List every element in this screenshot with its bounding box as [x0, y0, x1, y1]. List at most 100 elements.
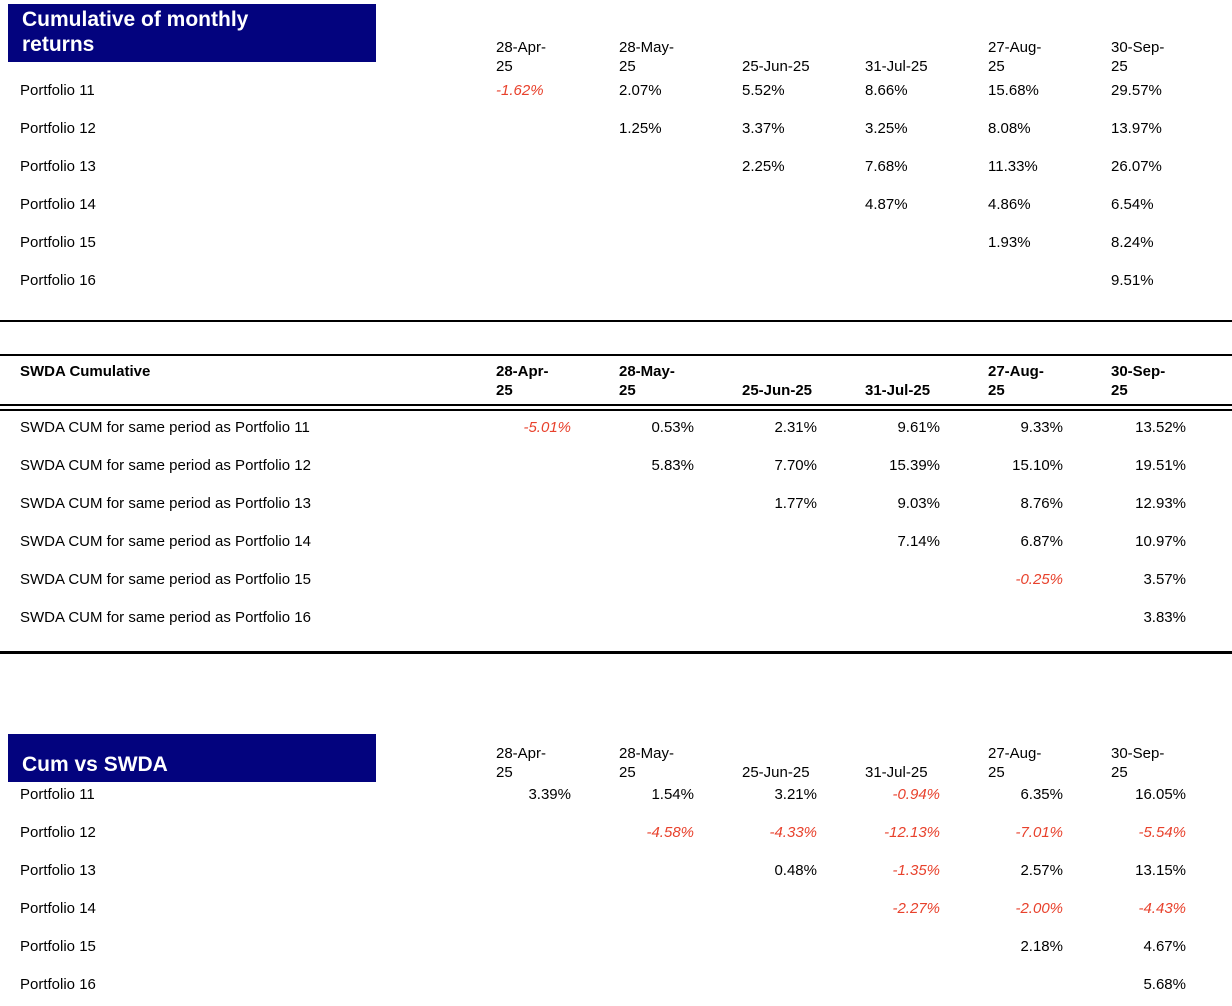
value-cell: [847, 937, 970, 972]
value-cell: [724, 271, 847, 306]
table-row: Portfolio 11 3.39% 1.54% 3.21% -0.94% 6.35% 16…: [0, 782, 1232, 820]
column-header-line: 25: [619, 58, 636, 75]
column-header-line: 28-May-: [619, 39, 675, 56]
column-header-line: 30-Sep-: [1111, 363, 1166, 380]
value-cell: -2.00%: [1015, 900, 1063, 917]
value-cell: 7.68%: [865, 158, 908, 175]
value-cell: [724, 570, 847, 605]
value-cell: -5.54%: [1138, 824, 1186, 841]
table-row: Portfolio 12 -4.58% -4.33% -12.13% -7.01% -5.…: [0, 820, 1232, 858]
column-header-line: 31-Jul-25: [865, 382, 931, 399]
value-cell: 9.51%: [1111, 272, 1154, 289]
table-row: Portfolio 12 1.25% 3.37% 3.25% 8.08% 13.97%: [0, 116, 1232, 154]
table-row: Portfolio 16 5.68%: [0, 972, 1232, 1006]
value-cell: 9.33%: [1020, 419, 1063, 436]
value-cell: [601, 157, 724, 192]
value-cell: [847, 975, 970, 1006]
value-cell: 6.54%: [1111, 196, 1154, 213]
value-cell: 9.61%: [897, 419, 940, 436]
value-cell: 12.93%: [1135, 495, 1186, 512]
column-header-25-Jun-25: 25-Jun-25: [724, 381, 847, 400]
column-header-line: 25: [988, 764, 1005, 781]
value-cell: -1.62%: [496, 82, 544, 99]
column-header-31-Jul-25: 31-Jul-25: [847, 57, 970, 76]
value-cell: [478, 532, 601, 567]
column-header-line: 25: [1111, 764, 1128, 781]
table-row: SWDA CUM for same period as Portfolio 15…: [0, 567, 1232, 605]
column-header-line: 25: [496, 764, 513, 781]
value-cell: [478, 157, 601, 192]
table-row: SWDA CUM for same period as Portfolio 13…: [0, 491, 1232, 529]
column-header-line: 25: [1111, 382, 1128, 399]
value-cell: -5.01%: [523, 419, 571, 436]
header-row: Cum vs SWDA 28-Apr- 25 28-May- 25 25-Jun-25 31…: [0, 730, 1232, 782]
value-cell: [724, 899, 847, 934]
value-cell: -0.25%: [1015, 571, 1063, 588]
row-label: SWDA CUM for same period as Portfolio 13: [20, 495, 311, 512]
column-header-line: 25: [619, 764, 636, 781]
value-cell: -2.27%: [892, 900, 940, 917]
value-cell: [478, 608, 601, 643]
value-cell: [478, 195, 601, 230]
value-cell: [601, 233, 724, 268]
value-cell: [847, 570, 970, 605]
table-row: Portfolio 15 2.18% 4.67%: [0, 934, 1232, 972]
column-header-line: 27-Aug-: [988, 745, 1042, 762]
value-cell: 26.07%: [1111, 158, 1162, 175]
row-label: Portfolio 13: [20, 862, 96, 879]
row-label: Portfolio 13: [20, 158, 96, 175]
value-cell: 1.77%: [774, 495, 817, 512]
row-label: SWDA CUM for same period as Portfolio 11: [20, 419, 310, 436]
row-label: Portfolio 15: [20, 938, 96, 955]
value-cell: 11.33%: [988, 158, 1038, 175]
value-cell: [724, 233, 847, 268]
column-header-line: 25: [496, 382, 513, 399]
column-header-31-Jul-25: 31-Jul-25: [847, 381, 970, 400]
value-cell: 8.08%: [988, 120, 1031, 137]
column-header-28-May-25: 28-May- 25: [601, 744, 724, 782]
value-cell: [601, 195, 724, 230]
value-cell: 13.97%: [1111, 120, 1162, 137]
value-cell: 2.25%: [742, 158, 785, 175]
value-cell: 8.76%: [1020, 495, 1063, 512]
value-cell: -12.13%: [884, 824, 940, 841]
value-cell: 2.18%: [1020, 938, 1063, 955]
value-cell: 4.67%: [1143, 938, 1186, 955]
value-cell: 5.68%: [1143, 976, 1186, 993]
value-cell: 0.53%: [651, 419, 694, 436]
value-cell: 8.66%: [865, 82, 908, 99]
column-header-line: 25: [988, 58, 1005, 75]
column-header-28-May-25: 28-May- 25: [601, 362, 724, 400]
table-title-box: Cum vs SWDA: [8, 734, 376, 782]
table-swda-cumulative: SWDA Cumulative 28-Apr- 25 28-May- 25 25-Jun-…: [0, 354, 1232, 654]
value-cell: 3.39%: [528, 786, 571, 803]
row-label: Portfolio 12: [20, 824, 96, 841]
value-cell: 15.39%: [889, 457, 940, 474]
column-header-27-Aug-25: 27-Aug- 25: [970, 362, 1093, 400]
table-row: SWDA CUM for same period as Portfolio 14…: [0, 529, 1232, 567]
column-header-line: 31-Jul-25: [865, 58, 928, 75]
value-cell: [601, 975, 724, 1006]
column-header-line: 30-Sep-: [1111, 745, 1165, 762]
value-cell: [478, 119, 601, 154]
row-label: Portfolio 11: [20, 786, 95, 803]
value-cell: 13.52%: [1135, 419, 1186, 436]
value-cell: [724, 608, 847, 643]
value-cell: 15.10%: [1012, 457, 1063, 474]
column-header-line: 27-Aug-: [988, 363, 1044, 380]
value-cell: 2.07%: [619, 82, 662, 99]
row-label: Portfolio 16: [20, 976, 96, 993]
column-header-line: 25-Jun-25: [742, 764, 810, 781]
value-cell: 4.86%: [988, 196, 1031, 213]
header-row: SWDA Cumulative 28-Apr- 25 28-May- 25 25-Jun-…: [0, 356, 1232, 404]
value-cell: 6.35%: [1020, 786, 1063, 803]
column-header-25-Jun-25: 25-Jun-25: [724, 57, 847, 76]
value-cell: [601, 937, 724, 972]
table-title: Cumulative of monthly returns: [22, 8, 249, 56]
table-title-cell: Cum vs SWDA: [0, 734, 478, 782]
row-label: SWDA CUM for same period as Portfolio 15: [20, 571, 311, 588]
table-title-cell: Cumulative of monthly returns: [0, 4, 478, 76]
table-row: Portfolio 14 -2.27% -2.00% -4.43%: [0, 896, 1232, 934]
value-cell: 3.57%: [1143, 571, 1186, 588]
value-cell: -7.01%: [1015, 824, 1063, 841]
